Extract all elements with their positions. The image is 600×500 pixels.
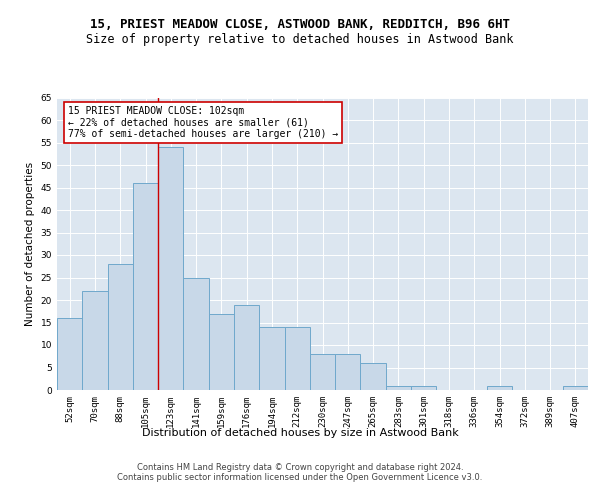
Bar: [563, 386, 588, 390]
Bar: [487, 386, 512, 390]
Bar: [310, 354, 335, 390]
Bar: [82, 291, 107, 390]
Bar: [411, 386, 436, 390]
Text: Contains HM Land Registry data © Crown copyright and database right 2024.
Contai: Contains HM Land Registry data © Crown c…: [118, 463, 482, 482]
Bar: [133, 183, 158, 390]
Text: Size of property relative to detached houses in Astwood Bank: Size of property relative to detached ho…: [86, 32, 514, 46]
Bar: [386, 386, 411, 390]
Bar: [259, 327, 284, 390]
Y-axis label: Number of detached properties: Number of detached properties: [25, 162, 35, 326]
Text: 15 PRIEST MEADOW CLOSE: 102sqm
← 22% of detached houses are smaller (61)
77% of : 15 PRIEST MEADOW CLOSE: 102sqm ← 22% of …: [68, 106, 338, 140]
Bar: [57, 318, 82, 390]
Bar: [209, 314, 234, 390]
Text: Distribution of detached houses by size in Astwood Bank: Distribution of detached houses by size …: [142, 428, 458, 438]
Bar: [361, 363, 386, 390]
Bar: [234, 304, 259, 390]
Bar: [107, 264, 133, 390]
Bar: [284, 327, 310, 390]
Bar: [335, 354, 361, 390]
Bar: [184, 278, 209, 390]
Text: 15, PRIEST MEADOW CLOSE, ASTWOOD BANK, REDDITCH, B96 6HT: 15, PRIEST MEADOW CLOSE, ASTWOOD BANK, R…: [90, 18, 510, 30]
Bar: [158, 147, 184, 390]
